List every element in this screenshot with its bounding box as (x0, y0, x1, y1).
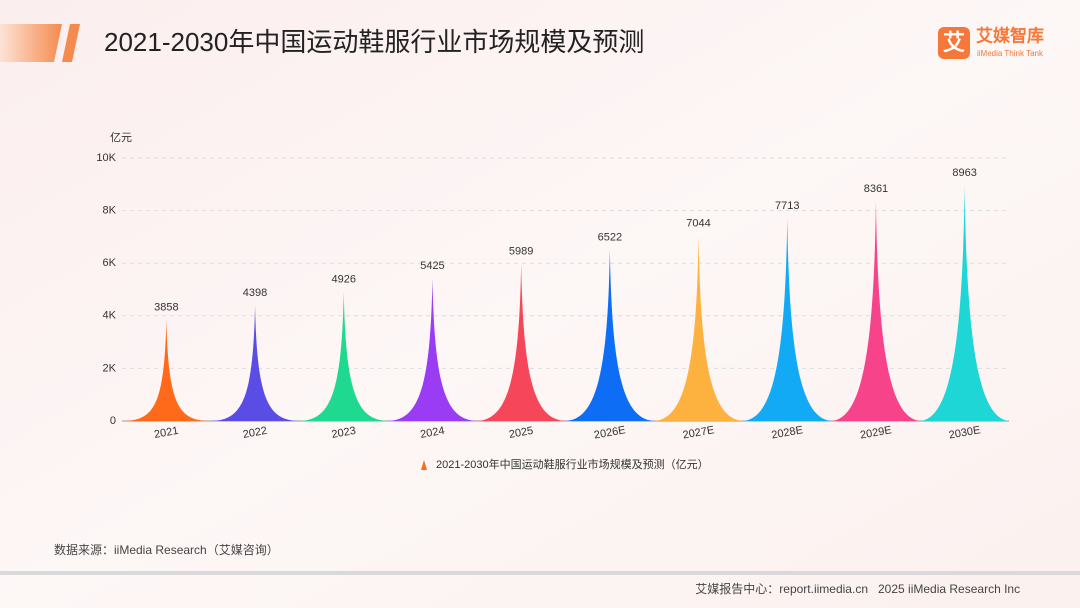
logo-icon-text: 艾 (943, 30, 965, 55)
x-tick-label: 2030E (948, 424, 981, 441)
logo-icon (938, 27, 970, 59)
data-label: 8361 (864, 183, 888, 195)
x-tick-label: 2027E (682, 424, 715, 441)
data-label: 4926 (332, 273, 356, 285)
data-label: 4398 (243, 287, 267, 299)
header-decor (62, 24, 80, 62)
logo-name: 艾媒智库 (976, 25, 1044, 45)
y-tick-label: 8K (103, 205, 117, 217)
x-tick-label: 2024 (419, 425, 445, 441)
x-tick-label: 2025 (508, 425, 534, 441)
spike-bar (386, 278, 479, 421)
spike-bar (652, 235, 745, 421)
x-tick-label: 2022 (242, 425, 268, 441)
data-label: 5989 (509, 245, 533, 257)
spike-bar (120, 319, 213, 421)
legend-label: 2021-2030年中国运动鞋服行业市场规模及预测（亿元） (436, 457, 709, 471)
legend-marker (421, 460, 427, 470)
x-tick-label: 2021 (153, 425, 179, 441)
spike-bar (475, 263, 568, 421)
y-tick-label: 2K (103, 362, 117, 374)
data-label: 6522 (598, 231, 622, 243)
header-decor (0, 24, 62, 62)
spike-bar (918, 185, 1011, 421)
logo-subtitle: iiMedia Think Tank (977, 49, 1044, 58)
y-tick-label: 6K (103, 257, 117, 269)
y-tick-label: 0 (110, 415, 116, 427)
source: 数据来源：iiMedia Research（艾媒咨询） (54, 542, 279, 557)
spike-bar (741, 218, 834, 421)
spike-bar (829, 201, 922, 421)
data-label: 8963 (952, 167, 976, 179)
data-label: 7044 (686, 218, 710, 230)
footer-copyright: 2025 iiMedia Research Inc (878, 582, 1020, 596)
data-label: 3858 (154, 301, 178, 313)
y-axis-label: 亿元 (110, 131, 132, 144)
spike-bar (563, 249, 656, 421)
spike-bar (209, 305, 302, 421)
x-tick-label: 2028E (771, 424, 804, 441)
footer-site: 艾媒报告中心：report.iimedia.cn (695, 581, 868, 596)
data-label: 5425 (420, 260, 444, 272)
x-tick-label: 2029E (859, 424, 892, 441)
x-tick-label: 2023 (331, 425, 357, 441)
y-tick-label: 10K (96, 152, 116, 164)
data-label: 7713 (775, 200, 799, 212)
footer-rule (0, 571, 1080, 575)
spike-bar (297, 291, 390, 421)
x-tick-label: 2026E (593, 424, 626, 441)
page-title: 2021-2030年中国运动鞋服行业市场规模及预测 (104, 27, 644, 57)
y-tick-label: 4K (103, 310, 117, 322)
